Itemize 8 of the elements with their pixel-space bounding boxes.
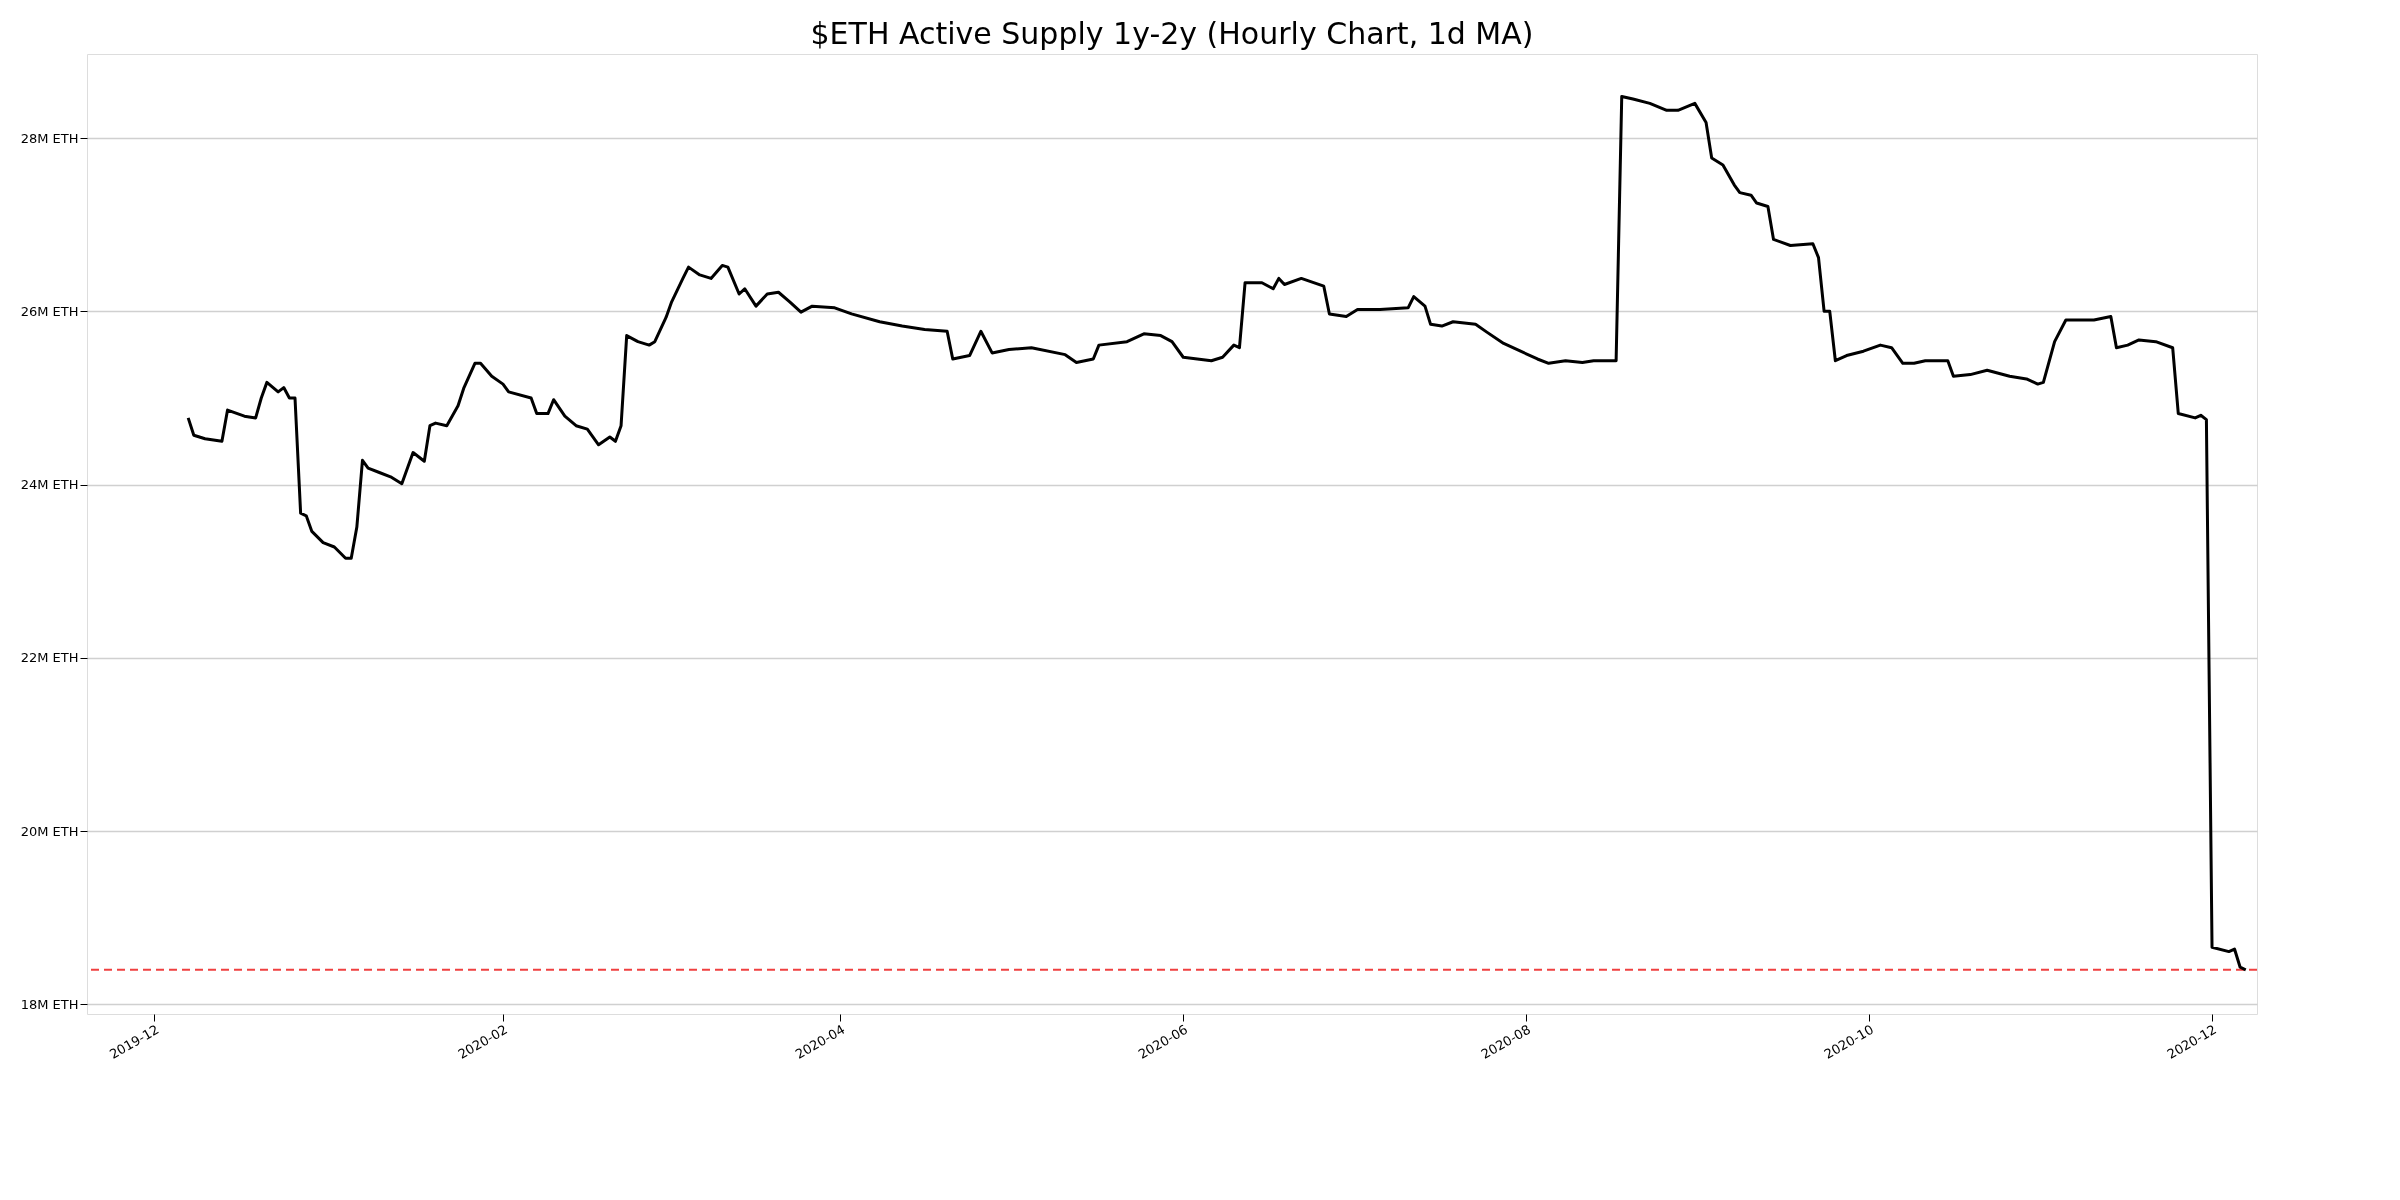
y-tick-label: 24M ETH bbox=[20, 477, 79, 493]
y-tick-label: 18M ETH bbox=[20, 996, 79, 1012]
y-tick-label: 20M ETH bbox=[20, 823, 79, 839]
y-tick-label: 28M ETH bbox=[20, 130, 79, 146]
y-tick-label: 22M ETH bbox=[20, 650, 79, 666]
line-series bbox=[186, 94, 2248, 972]
chart-title: $ETH Active Supply 1y-2y (Hourly Chart, 1d MA) bbox=[810, 16, 1534, 51]
y-tick-label: 26M ETH bbox=[20, 303, 79, 319]
